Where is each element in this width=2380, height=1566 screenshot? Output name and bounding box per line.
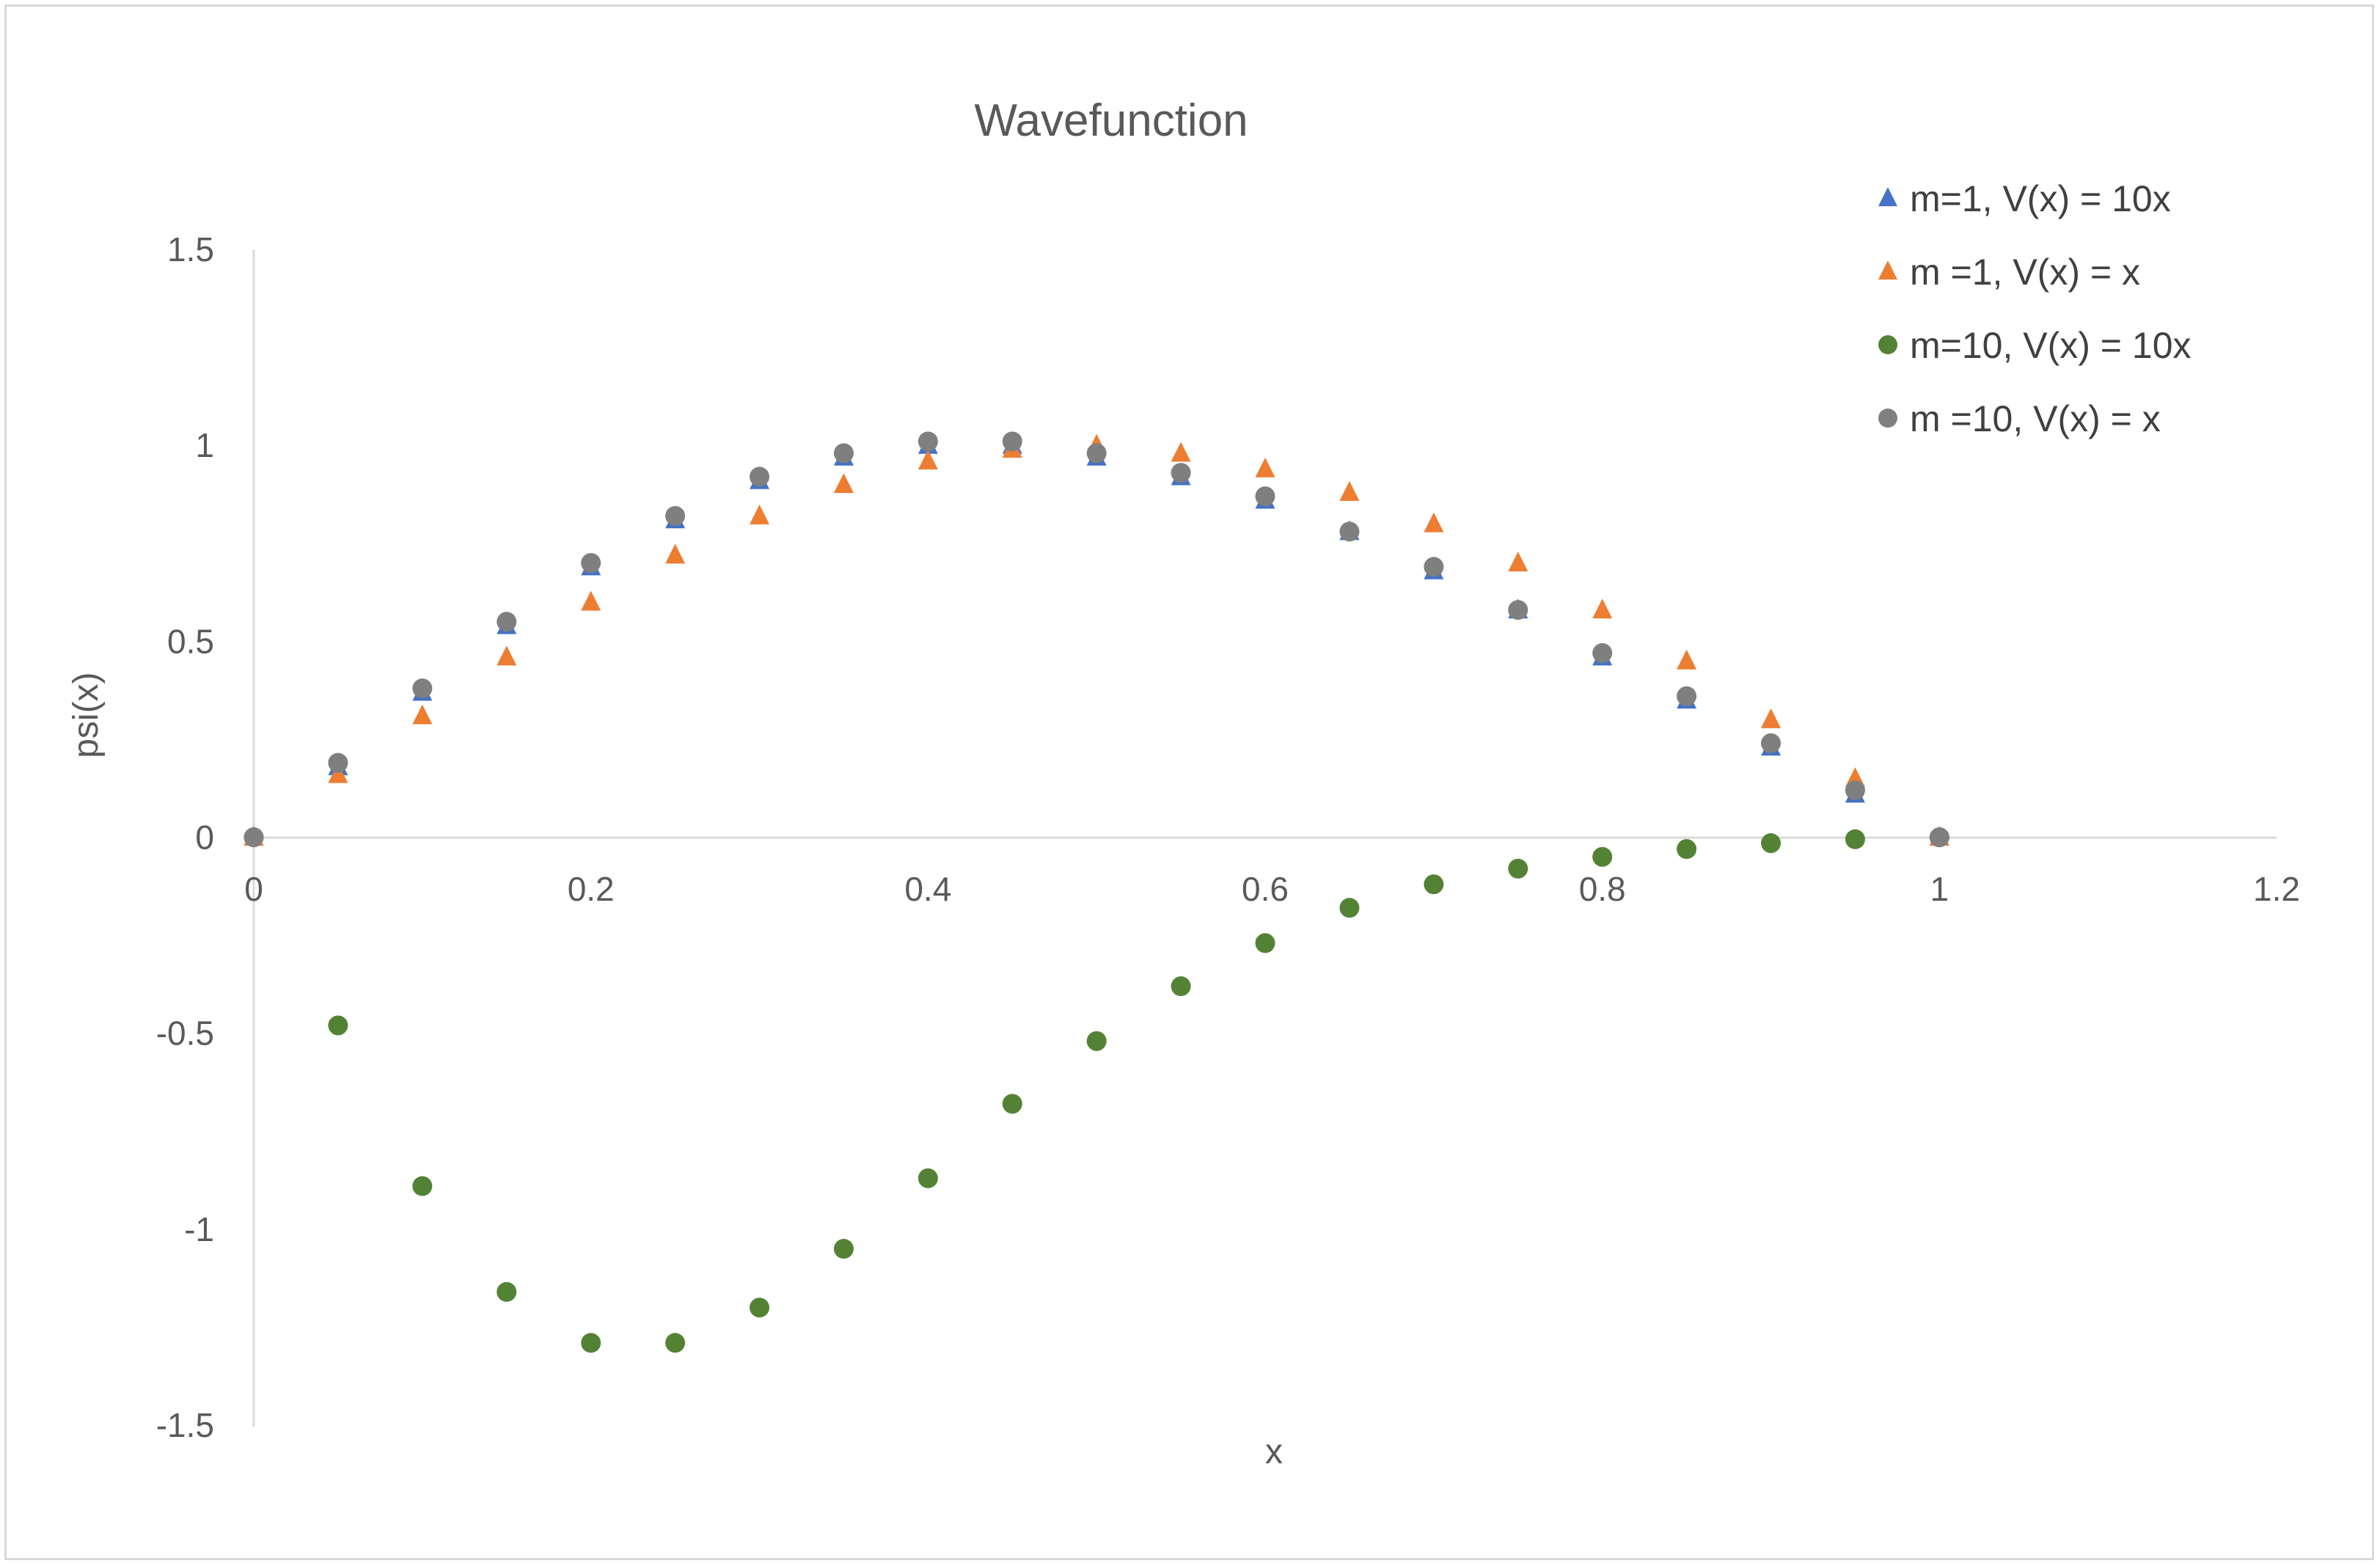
legend-marker (1878, 409, 1897, 428)
y-tick-label: 0.5 (167, 622, 214, 660)
data-point (1339, 480, 1360, 501)
data-point (497, 1281, 517, 1302)
x-tick-label: 0 (244, 870, 263, 908)
y-tick-label: 1.5 (167, 230, 214, 268)
data-point (1845, 829, 1865, 849)
series-1-points (244, 433, 1949, 846)
y-tick-label: -0.5 (156, 1014, 214, 1053)
data-point (1761, 833, 1781, 854)
legend-item: m=10, V(x) = 10x (1878, 325, 2192, 366)
series-2-points (244, 433, 1949, 846)
data-point (1508, 600, 1528, 621)
data-point (1255, 933, 1275, 954)
y-axis-title: psi(x) (67, 672, 106, 758)
data-point (918, 450, 938, 470)
data-point (328, 753, 348, 773)
data-point (1255, 486, 1275, 507)
x-tick-label: 0.8 (1579, 870, 1626, 908)
data-point (1171, 463, 1191, 483)
x-tick-label: 1.2 (2253, 870, 2300, 908)
data-point (581, 552, 601, 573)
data-point (1929, 827, 1949, 847)
data-point (1424, 874, 1444, 895)
x-tick-label: 0.2 (568, 870, 615, 908)
legend-marker (1878, 335, 1897, 354)
series-3-points (244, 827, 1949, 1353)
legend-label: m=10, V(x) = 10x (1910, 325, 2192, 366)
data-point (581, 1333, 601, 1353)
data-point (1761, 733, 1781, 753)
y-axis-ticks: 1.5 1 0.5 0 -0.5 -1 -1.5 (156, 230, 214, 1444)
data-point (665, 1333, 686, 1353)
y-tick-label: -1 (184, 1210, 214, 1248)
data-point (1339, 522, 1360, 542)
data-point (665, 544, 686, 564)
data-point (1002, 1094, 1022, 1114)
data-point (750, 466, 769, 487)
legend: m=1, V(x) = 10x m =1, V(x) = x m=10, V(x) … (1878, 178, 2192, 439)
data-point (1592, 643, 1613, 663)
data-point (1002, 431, 1022, 452)
x-axis-ticks: 0 0.2 0.4 0.6 0.8 1 1.2 (244, 870, 2300, 908)
data-point (1171, 442, 1191, 462)
data-point (1508, 858, 1528, 879)
chart-title: Wavefunction (974, 95, 1248, 146)
data-point (1592, 846, 1613, 867)
x-tick-label: 0.6 (1242, 870, 1289, 908)
legend-item: m =10, V(x) = x (1878, 398, 2161, 439)
legend-label: m=1, V(x) = 10x (1910, 178, 2171, 219)
legend-marker (1878, 260, 1897, 280)
data-point (1592, 599, 1613, 619)
data-point (412, 1176, 433, 1196)
data-point (412, 704, 433, 725)
data-point (328, 763, 348, 783)
data-points (244, 431, 1949, 1353)
data-point (244, 827, 264, 847)
data-point (581, 590, 601, 611)
legend-marker (1878, 187, 1897, 207)
data-point (1677, 839, 1697, 860)
data-point (750, 1298, 769, 1318)
x-tick-label: 0.4 (904, 870, 951, 908)
data-point (412, 678, 433, 698)
data-point (1845, 780, 1865, 800)
y-tick-label: -1.5 (156, 1406, 214, 1444)
data-point (1255, 457, 1275, 478)
x-axis-title: x (1265, 1433, 1283, 1471)
data-point (1677, 686, 1697, 706)
data-point (497, 612, 517, 632)
data-point (1171, 976, 1191, 997)
data-point (750, 504, 769, 524)
legend-label: m =10, V(x) = x (1910, 398, 2161, 439)
data-point (1424, 557, 1444, 577)
data-point (918, 1168, 938, 1188)
data-point (1424, 512, 1444, 533)
data-point (833, 473, 854, 494)
data-point (1508, 552, 1528, 572)
legend-item: m =1, V(x) = x (1878, 252, 2140, 293)
data-point (833, 1239, 854, 1259)
data-point (497, 645, 517, 666)
data-point (1086, 1031, 1107, 1051)
data-point (665, 505, 686, 526)
data-point (918, 431, 938, 452)
x-tick-label: 1 (1930, 870, 1949, 908)
data-point (1761, 708, 1781, 728)
legend-item: m=1, V(x) = 10x (1878, 178, 2171, 219)
y-tick-label: 0 (195, 819, 214, 857)
series-4-points (244, 431, 1949, 847)
chart-area (4, 4, 2374, 1560)
data-point (1339, 898, 1360, 918)
data-point (1677, 649, 1697, 670)
data-point (328, 1015, 348, 1036)
data-point (833, 443, 854, 464)
legend-label: m =1, V(x) = x (1910, 252, 2140, 293)
y-tick-label: 1 (195, 426, 214, 464)
data-point (1086, 443, 1107, 464)
